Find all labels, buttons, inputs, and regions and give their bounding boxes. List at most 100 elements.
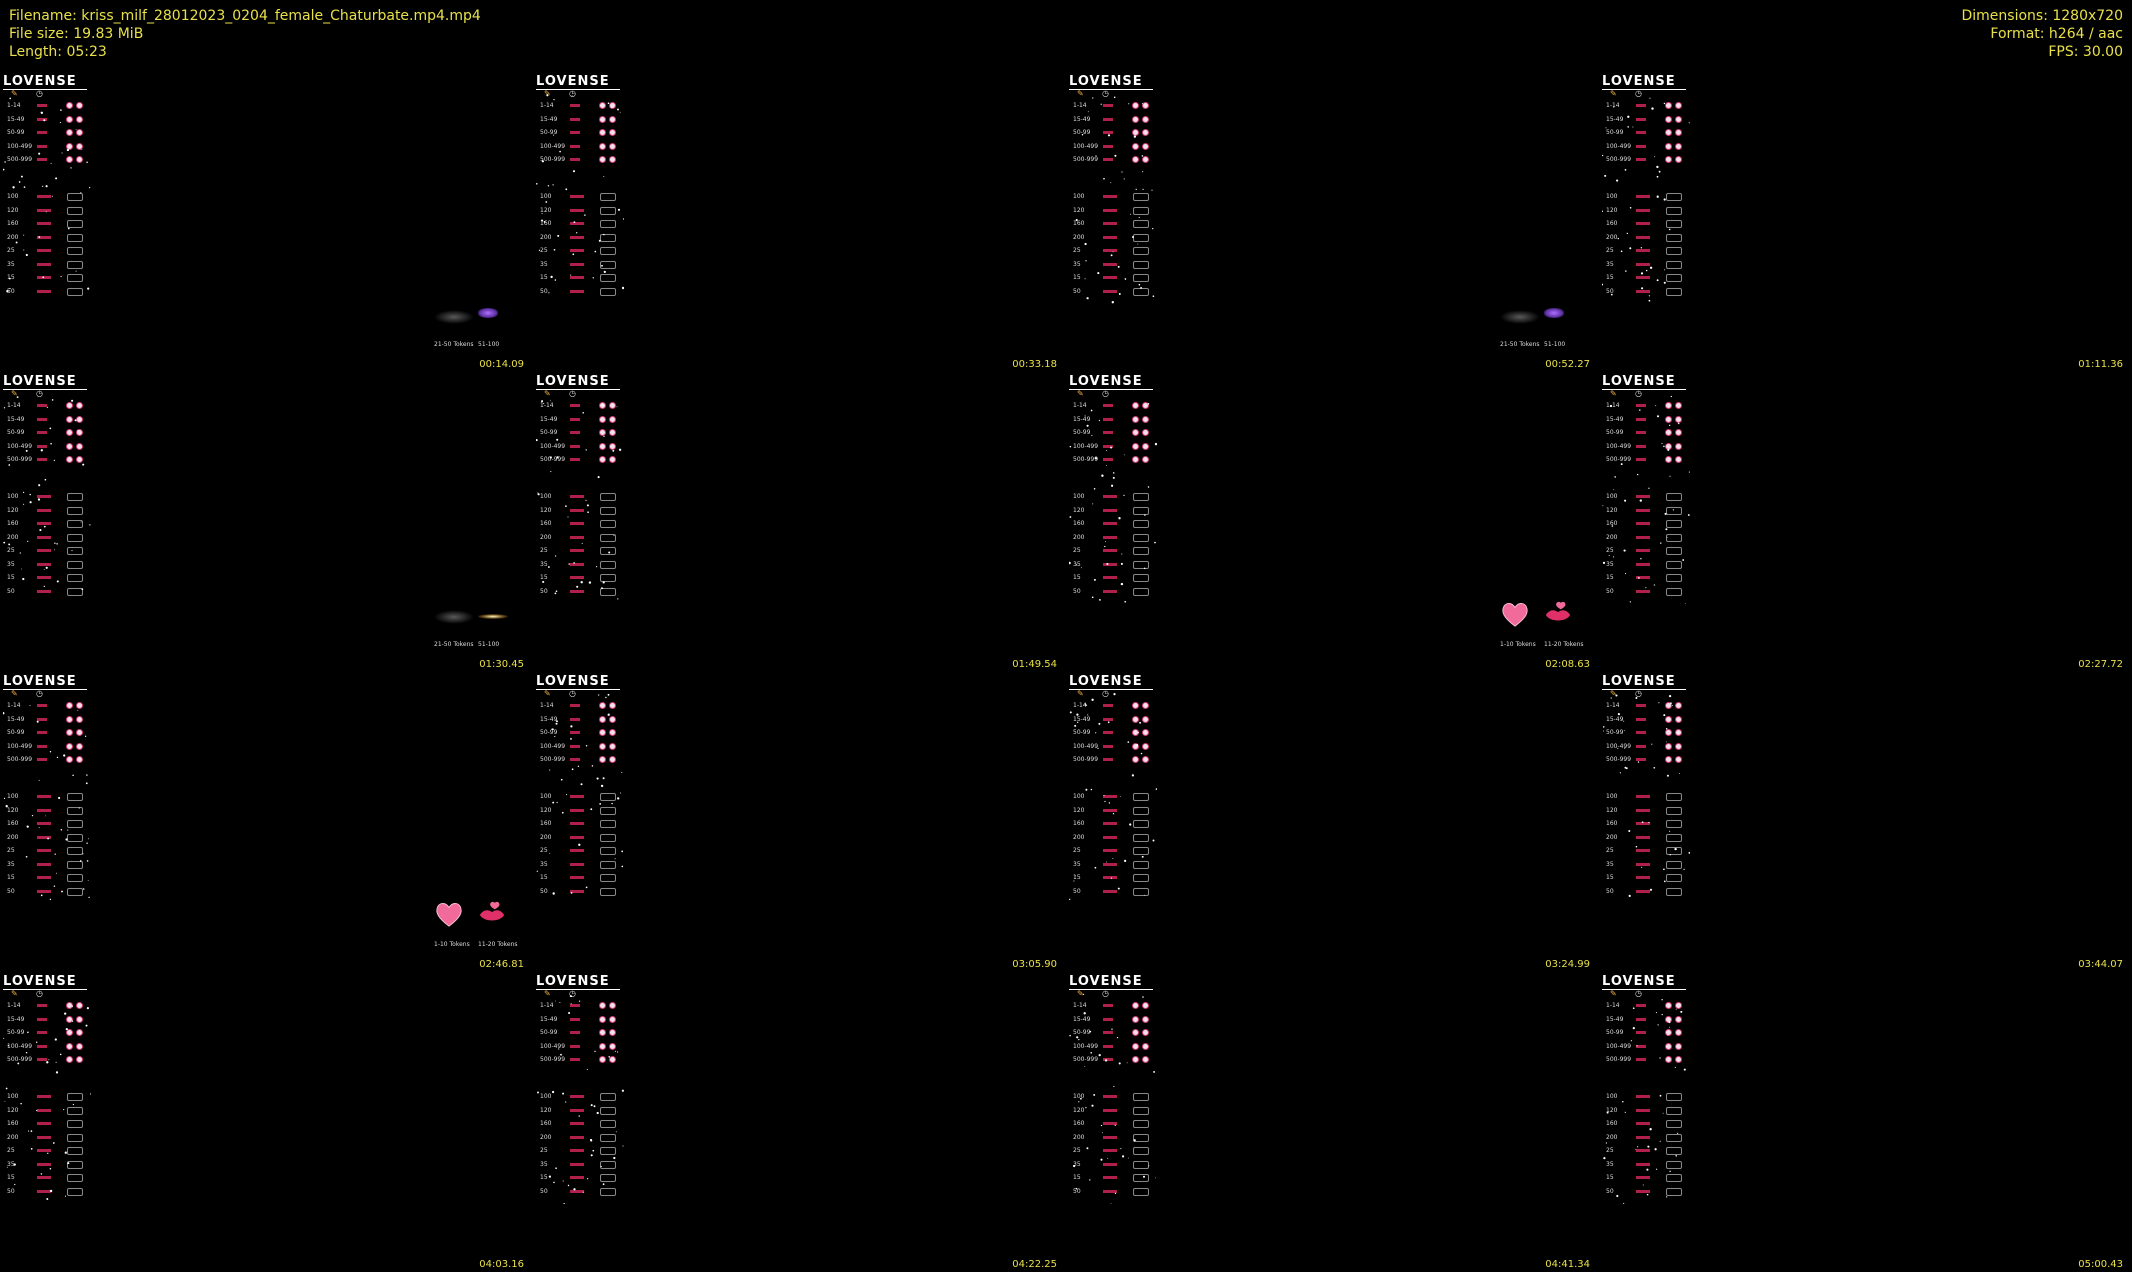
sparkle-dot: [20, 552, 21, 553]
sparkle-dot: [41, 895, 43, 897]
sparkle-dot: [1662, 1014, 1663, 1015]
sparkle-dot: [1091, 1105, 1093, 1107]
sparkle-dot: [1138, 732, 1139, 733]
sparkle-dot: [6, 1088, 8, 1090]
sparkle-dot: [597, 1112, 599, 1114]
sparkle-dot: [1104, 546, 1105, 547]
sparkle-dot: [56, 1062, 57, 1063]
sparkle-dots: [1069, 674, 1157, 904]
sparkle-dot: [621, 851, 623, 853]
kiss-lips-icon: [1542, 600, 1574, 628]
sparkle-dots: [536, 674, 624, 904]
frame-timestamp: 00:52.27: [1545, 359, 1590, 370]
sparkle-dots: [3, 374, 91, 604]
token-range-label: 51-100: [478, 641, 499, 648]
sparkle-dot: [545, 201, 547, 203]
sparkle-dot: [1660, 542, 1661, 543]
sparkle-dot: [27, 1031, 29, 1033]
sparkle-dot: [27, 825, 29, 827]
sparkle-dot: [76, 271, 77, 272]
sparkle-dot: [1639, 409, 1640, 410]
sparkle-dot: [604, 271, 606, 273]
sparkle-dot: [1069, 562, 1071, 564]
sparkle-dot: [1641, 287, 1643, 289]
sparkle-dot: [563, 1180, 564, 1181]
sparkle-dot: [553, 1182, 555, 1184]
sparkle-dot: [17, 1062, 19, 1064]
sparkle-dot: [612, 450, 614, 452]
sparkle-dot: [47, 838, 49, 840]
heart-icon: [1500, 600, 1530, 628]
sparkle-dot: [1663, 868, 1665, 870]
sparkle-dot: [61, 276, 62, 277]
sparkle-dot: [598, 476, 600, 478]
sparkle-dot: [1154, 542, 1156, 544]
sparkle-dot: [1642, 821, 1644, 823]
sparkle-dot: [613, 1157, 615, 1159]
sparkle-dot: [17, 396, 19, 398]
sparkle-dot: [1076, 1188, 1078, 1190]
sparkle-dot: [44, 586, 45, 587]
sparkle-dot: [14, 1184, 15, 1185]
sparkle-smear: [434, 610, 474, 624]
sparkle-dot: [1127, 1062, 1128, 1063]
sparkle-dot: [608, 551, 610, 553]
token-range-label: 1-10 Tokens: [1500, 641, 1536, 648]
sparkle-dot: [559, 1002, 560, 1003]
sparkle-dot: [55, 1038, 57, 1040]
sparkle-dot: [1635, 1149, 1636, 1150]
sparkle-dot: [586, 745, 588, 747]
sparkle-dot: [1610, 405, 1612, 407]
sparkle-dot: [1648, 488, 1649, 489]
sparkle-dot: [71, 400, 73, 402]
sparkle-dot: [1140, 287, 1142, 289]
sparkle-dot: [1100, 1159, 1102, 1161]
sparkle-dot: [1618, 713, 1620, 715]
sparkle-dot: [1646, 1169, 1648, 1171]
sparkle-dot: [622, 1145, 623, 1146]
sparkle-dot: [574, 221, 576, 223]
sparkle-dot: [1086, 1147, 1088, 1149]
sparkle-dot: [1654, 1148, 1656, 1150]
sparkle-dot: [1627, 233, 1628, 234]
sparkle-dot: [36, 1042, 37, 1043]
sparkle-dot: [608, 714, 610, 716]
sparkle-dot: [1669, 1021, 1671, 1023]
sparkle-dot: [21, 176, 23, 178]
sparkle-dot: [1617, 748, 1618, 749]
sparkle-dot: [1089, 1031, 1091, 1033]
sparkle-dot: [16, 242, 18, 244]
sparkle-dot: [1671, 396, 1672, 397]
sparkle-dot: [570, 275, 571, 276]
sparkle-dot: [20, 1103, 22, 1105]
sparkle-dot: [67, 830, 68, 831]
sparkle-dot: [1076, 713, 1078, 715]
sparkle-dot: [63, 754, 65, 756]
sparkle-dot: [1108, 134, 1110, 136]
sparkle-dot: [1091, 789, 1093, 791]
sparkle-dot: [81, 588, 83, 590]
sparkle-dot: [1080, 1098, 1082, 1100]
sparkle-dot: [1121, 553, 1122, 554]
sparkle-dot: [576, 586, 578, 588]
sparkle-dot: [1156, 788, 1157, 790]
sparkle-dot: [1091, 435, 1092, 436]
sparkle-dot: [1673, 509, 1674, 510]
sparkle-dots: [536, 974, 624, 1204]
